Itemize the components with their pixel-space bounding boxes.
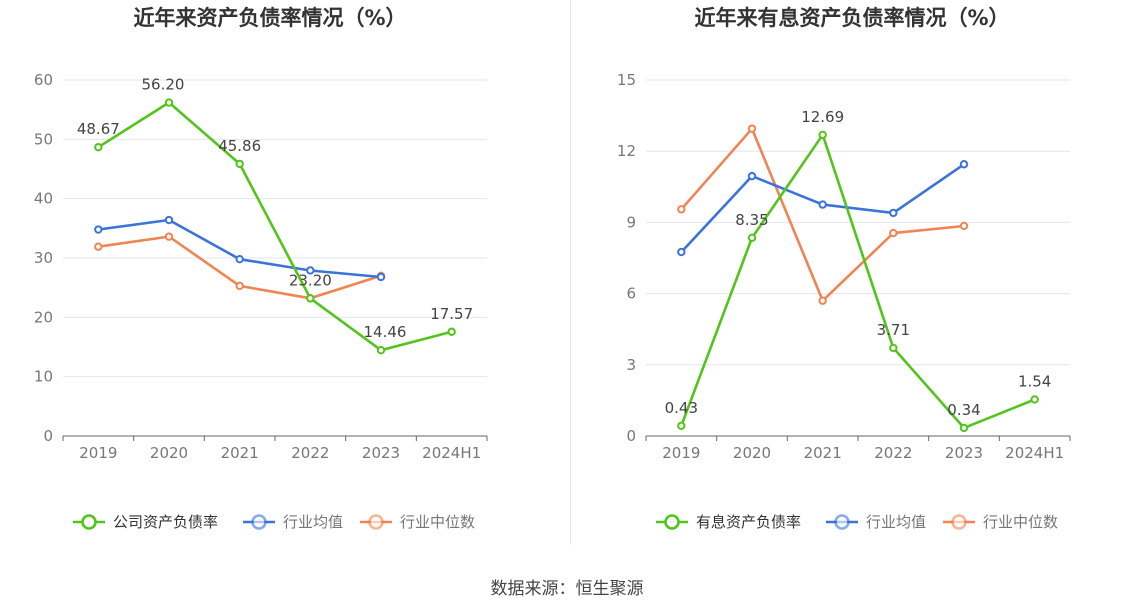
x-tick-label: 2019 bbox=[662, 444, 700, 462]
legend-swatch-marker bbox=[951, 514, 967, 530]
series-line-3 bbox=[680, 127, 965, 302]
legend-label: 行业均值 bbox=[866, 513, 926, 531]
data-label: 45.86 bbox=[218, 137, 261, 155]
data-label: 12.69 bbox=[801, 108, 844, 126]
y-tick-label: 30 bbox=[34, 249, 53, 267]
data-label: 56.20 bbox=[142, 76, 185, 94]
legend-swatch-marker bbox=[664, 514, 680, 530]
data-point bbox=[818, 296, 827, 305]
data-point bbox=[94, 225, 103, 234]
data-point bbox=[677, 205, 686, 214]
data-label: 48.67 bbox=[77, 120, 120, 138]
x-tick-label: 2019 bbox=[79, 444, 117, 462]
data-point bbox=[306, 266, 315, 275]
data-point bbox=[164, 98, 174, 107]
data-point bbox=[235, 254, 244, 264]
series-line-1 bbox=[680, 133, 1036, 430]
legend-label: 行业中位数 bbox=[983, 513, 1058, 531]
data-point bbox=[747, 124, 757, 133]
x-tick-label: 2020 bbox=[733, 444, 771, 462]
legend-label: 公司资产负债率 bbox=[113, 513, 218, 531]
data-point bbox=[889, 208, 898, 218]
series-line-1 bbox=[97, 101, 453, 352]
data-label: 3.71 bbox=[877, 321, 910, 339]
chart-title: 近年来有息资产负债率情况（%） bbox=[694, 6, 1009, 30]
x-tick-label: 2023 bbox=[362, 444, 400, 462]
series-line-2 bbox=[98, 218, 382, 279]
legend-item-1: 公司资产负债率 bbox=[73, 513, 218, 531]
legend-item-2: 行业均值 bbox=[826, 513, 926, 531]
y-tick-label: 60 bbox=[34, 71, 53, 89]
data-point bbox=[959, 221, 969, 231]
legend-item-2: 行业均值 bbox=[243, 513, 343, 531]
y-tick-label: 0 bbox=[43, 427, 53, 445]
panel-divider bbox=[570, 0, 571, 545]
data-point bbox=[959, 423, 969, 433]
y-tick-label: 6 bbox=[626, 285, 636, 303]
data-point bbox=[235, 159, 244, 169]
data-point bbox=[889, 343, 898, 353]
legend-label: 有息资产负债率 bbox=[696, 513, 801, 531]
data-point bbox=[94, 242, 103, 251]
data-point bbox=[164, 232, 174, 241]
data-label: 0.34 bbox=[947, 401, 980, 419]
y-tick-label: 50 bbox=[34, 130, 53, 148]
data-point bbox=[376, 346, 386, 355]
x-tick-label: 2021 bbox=[221, 444, 259, 462]
data-point bbox=[376, 272, 386, 282]
y-tick-label: 20 bbox=[34, 308, 53, 326]
y-tick-label: 9 bbox=[626, 213, 636, 231]
data-label: 8.35 bbox=[735, 211, 768, 229]
data-source-note: 数据来源：恒生聚源 bbox=[490, 579, 644, 599]
data-point bbox=[747, 171, 757, 181]
chart-panel-2: 近年来有息资产负债率情况（%） 0 3 6 9 12 15 2019 2020 2021 2022 2… bbox=[617, 6, 1071, 531]
legend-item-3: 行业中位数 bbox=[943, 513, 1058, 531]
legend-item-1: 有息资产负债率 bbox=[656, 513, 801, 531]
data-point bbox=[164, 215, 174, 225]
data-label: 23.20 bbox=[289, 271, 332, 289]
data-label: 0.43 bbox=[665, 399, 698, 417]
data-point bbox=[447, 327, 456, 336]
y-tick-label: 3 bbox=[626, 356, 636, 374]
y-tick-label: 10 bbox=[34, 368, 53, 386]
data-point bbox=[677, 421, 686, 430]
y-tick-label: 0 bbox=[626, 427, 636, 445]
data-point bbox=[818, 200, 827, 209]
x-tick-label: 2023 bbox=[945, 444, 983, 462]
chart-panel-1: 近年来资产负债率情况（%） 0 10 20 30 40 50 60 2019 2020 2021 20… bbox=[34, 6, 488, 531]
legend-swatch-marker bbox=[251, 514, 267, 530]
data-label: 17.57 bbox=[430, 305, 473, 323]
y-tick-label: 40 bbox=[34, 190, 53, 208]
data-point bbox=[889, 228, 898, 238]
y-tick-label: 15 bbox=[617, 71, 636, 89]
data-point bbox=[235, 281, 244, 291]
legend-swatch-marker bbox=[368, 514, 384, 530]
legend-item-3: 行业中位数 bbox=[360, 513, 475, 531]
x-tick-label: 2022 bbox=[291, 444, 329, 462]
legend-label: 行业中位数 bbox=[400, 513, 475, 531]
x-tick-label: 2024H1 bbox=[422, 444, 481, 462]
data-point bbox=[1030, 395, 1039, 404]
data-point bbox=[94, 143, 103, 152]
data-label: 1.54 bbox=[1018, 372, 1051, 390]
chart-title: 近年来资产负债率情况（%） bbox=[133, 6, 406, 30]
data-point bbox=[306, 294, 315, 303]
legend-swatch-marker bbox=[834, 514, 850, 530]
legend-swatch-marker bbox=[81, 514, 97, 530]
x-tick-label: 2020 bbox=[150, 444, 188, 462]
x-tick-label: 2021 bbox=[804, 444, 842, 462]
x-tick-label: 2022 bbox=[874, 444, 912, 462]
data-point bbox=[747, 233, 757, 243]
y-tick-label: 12 bbox=[617, 142, 636, 160]
x-tick-label: 2024H1 bbox=[1005, 444, 1064, 462]
data-point bbox=[818, 130, 827, 140]
data-point bbox=[959, 160, 969, 169]
data-point bbox=[677, 247, 686, 257]
data-label: 14.46 bbox=[364, 323, 407, 341]
legend-label: 行业均值 bbox=[283, 513, 343, 531]
